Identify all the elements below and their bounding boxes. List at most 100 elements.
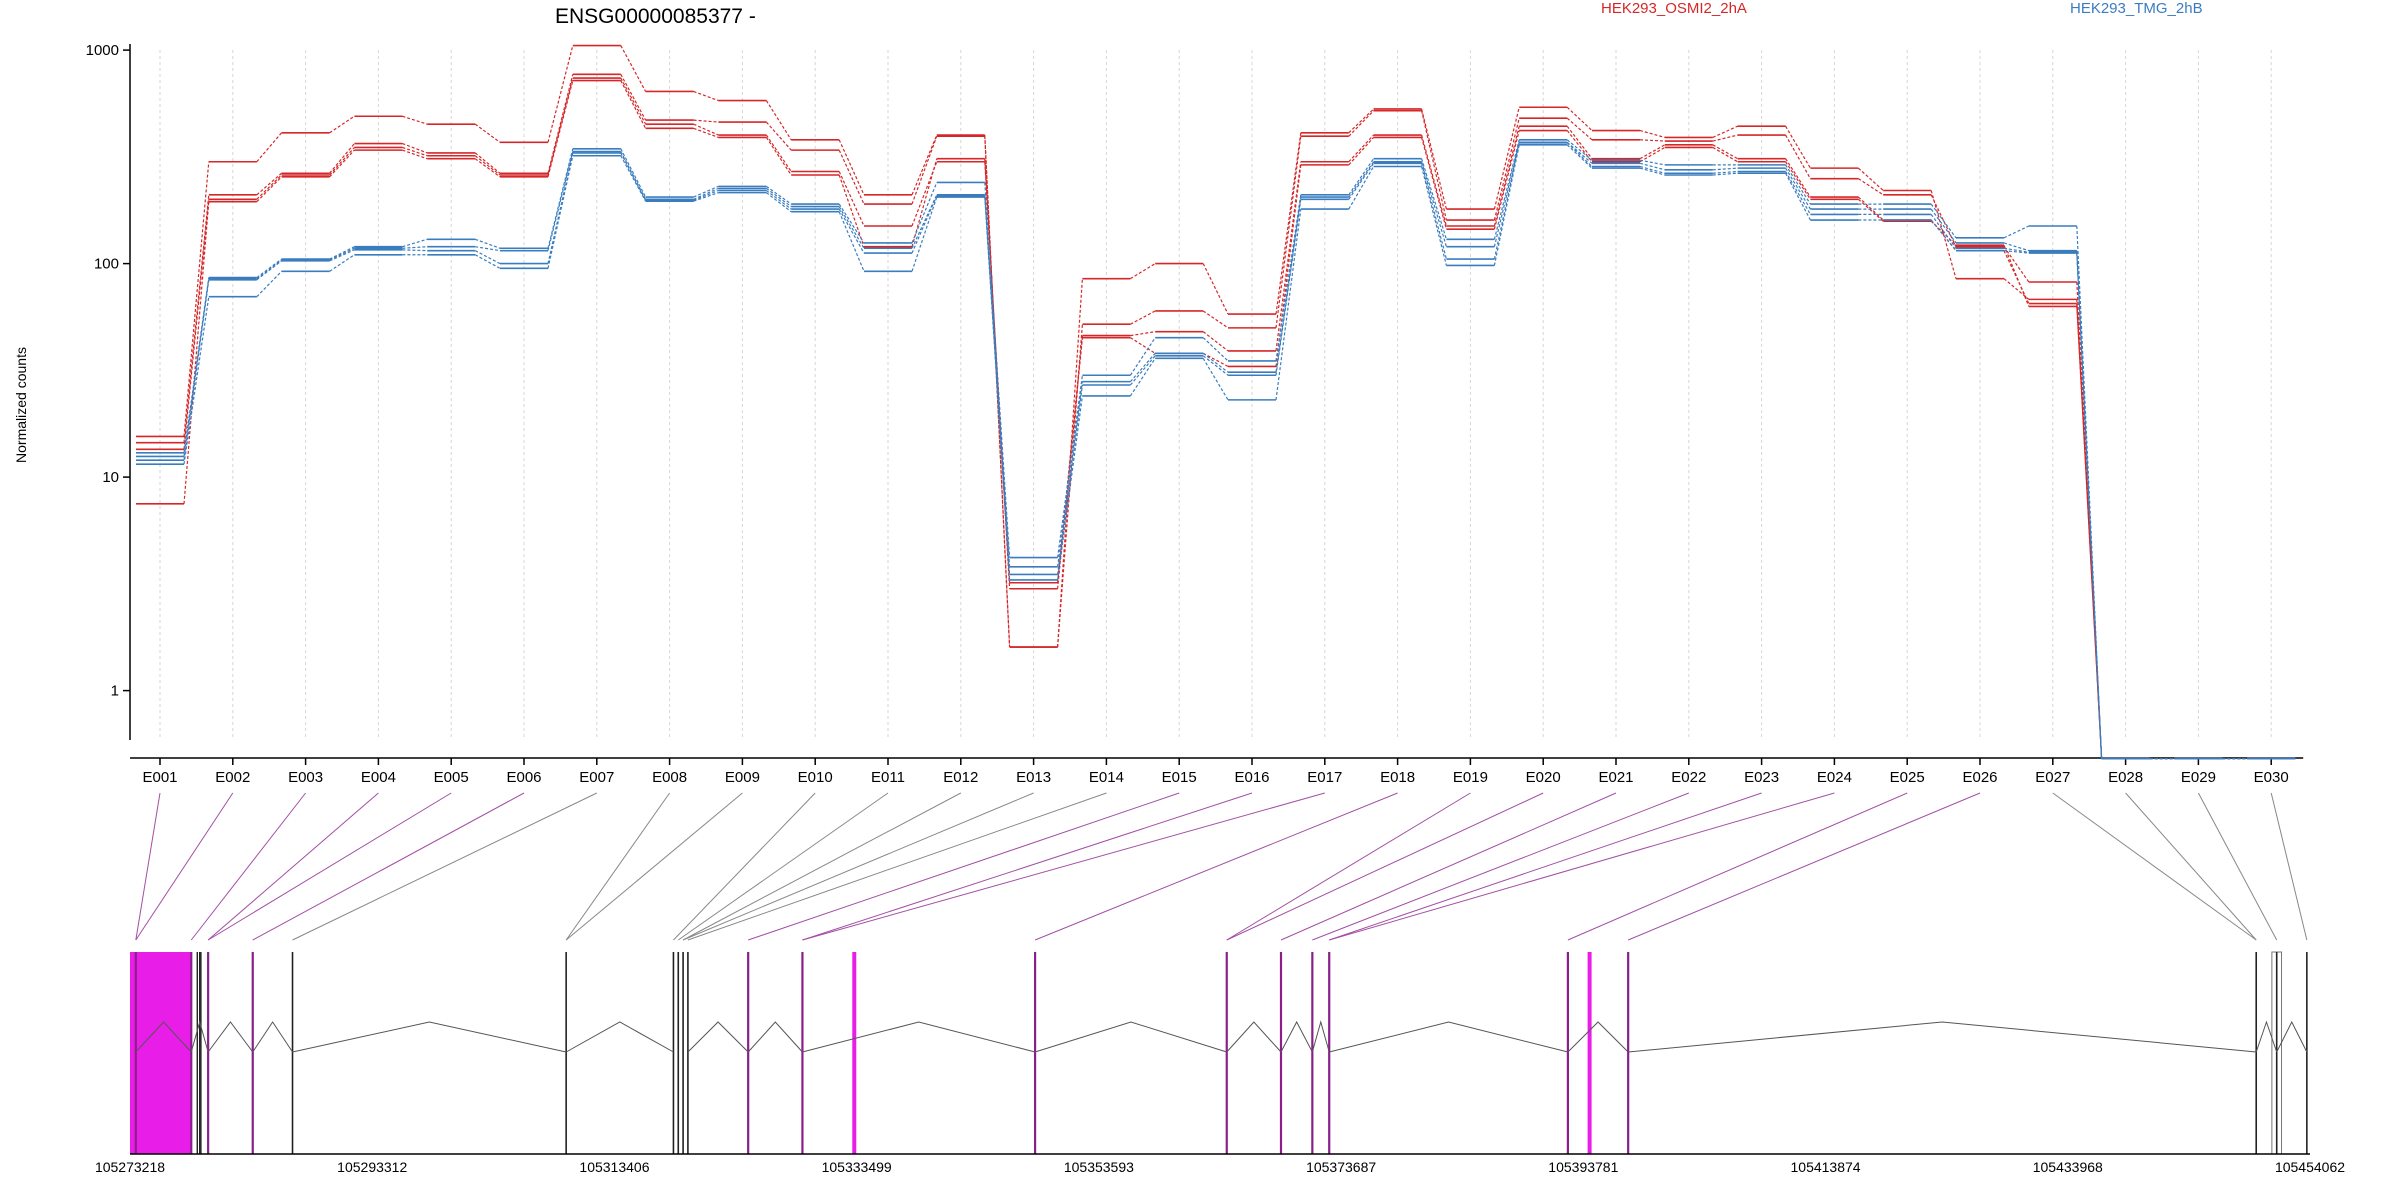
series-connector [256, 176, 283, 203]
connector [802, 792, 1253, 941]
series-connector [183, 199, 210, 450]
series-connector [620, 80, 647, 129]
connector [135, 792, 234, 941]
connector [1329, 792, 1762, 941]
y-axis: 1 10 100 1000 [86, 42, 131, 740]
connector [565, 792, 743, 941]
series-connector [1639, 146, 1666, 163]
series-connector [1202, 331, 1229, 352]
x-tick-label: E025 [1890, 769, 1925, 786]
series-connector [474, 254, 501, 269]
x-tick-label: E018 [1380, 769, 1415, 786]
series [136, 144, 2296, 760]
series-connector [256, 174, 283, 200]
series-connector [1348, 134, 1375, 163]
series-connector [1858, 198, 1884, 222]
series-connector [329, 147, 355, 176]
series-connector [402, 142, 428, 154]
y-axis-label: Normalized counts [13, 347, 29, 463]
series-connector [329, 115, 355, 134]
x-tick-label: E026 [1962, 769, 1997, 786]
series-connector [620, 74, 647, 121]
series-connector [256, 270, 283, 298]
series-connector [1712, 170, 1738, 174]
series-connector [2003, 244, 2030, 307]
y-tick-label: 100 [94, 256, 119, 273]
series-connector [1712, 125, 1738, 138]
grid-lines [159, 50, 2272, 740]
series-connector [1129, 337, 1156, 376]
intron [802, 1021, 1036, 1053]
connector [207, 792, 379, 941]
series-connector [1130, 310, 1156, 325]
series-connector [475, 246, 501, 252]
series-connector [1566, 142, 1593, 167]
connector [565, 792, 671, 941]
series-connector [693, 189, 719, 201]
series-connector [1785, 164, 1811, 205]
series-connector [838, 174, 865, 247]
series-connector [329, 254, 355, 272]
series-connector [547, 74, 574, 174]
series-connector [693, 119, 719, 123]
series [136, 141, 2296, 760]
series-connector [2003, 247, 2029, 253]
series-connector [765, 121, 792, 151]
series-connector [1421, 110, 1447, 221]
coord-label: 105293312 [337, 1159, 407, 1175]
intron [1226, 1021, 1282, 1053]
chart-title: ENSG00000085377 - [555, 5, 756, 28]
series-connector [911, 195, 938, 254]
series-connector [329, 247, 355, 261]
series-connector [1421, 163, 1447, 260]
series-connector [2003, 278, 2030, 300]
series-connector [838, 208, 865, 254]
series-connector [766, 187, 792, 208]
series-connector [693, 90, 719, 102]
series-connector [1930, 219, 1957, 252]
y-tick-label: 1000 [86, 42, 119, 59]
series-connector [1930, 214, 1957, 249]
x-tick-label: E009 [725, 769, 760, 786]
intron [1034, 1021, 1227, 1053]
series-connector [547, 148, 574, 249]
x-tick-label: E013 [1016, 769, 1051, 786]
connector [2052, 792, 2257, 941]
connector [252, 792, 525, 941]
x-tick-label: E003 [288, 769, 323, 786]
coord-label: 105353593 [1064, 1159, 1134, 1175]
series-connector [402, 249, 428, 252]
intron [565, 1021, 674, 1053]
series-connector [620, 155, 647, 202]
series-connector [1566, 117, 1593, 141]
x-tick-label: E027 [2035, 769, 2070, 786]
series-connector [1421, 166, 1447, 266]
series-connector [984, 195, 1011, 575]
series-connector [183, 161, 210, 437]
connector [748, 792, 1180, 941]
series-connector [1566, 125, 1593, 160]
series-connector [474, 250, 501, 265]
series-connector [1566, 130, 1593, 163]
series-connector [693, 187, 719, 200]
series-connector [402, 146, 428, 157]
x-tick-label: E002 [215, 769, 250, 786]
series-connector [2076, 225, 2103, 759]
intron [1280, 1020, 1313, 1053]
x-tick-label: E023 [1744, 769, 1779, 786]
x-tick-label: E012 [943, 769, 978, 786]
x-tick-label: E008 [652, 769, 687, 786]
series-connector [1348, 166, 1375, 210]
series-connector [1493, 142, 1520, 247]
series-connector [766, 190, 792, 210]
series-connector [1639, 162, 1665, 171]
series-connector [547, 151, 574, 251]
series-connector [1493, 130, 1520, 230]
series-connector [1348, 158, 1375, 196]
series-connector [1348, 161, 1375, 198]
series-connector [911, 182, 938, 244]
x-tick-label: E010 [798, 769, 833, 786]
x-tick-label: E014 [1089, 769, 1124, 786]
x-tick-label: E019 [1453, 769, 1488, 786]
coord-label: 105273218 [95, 1159, 165, 1175]
